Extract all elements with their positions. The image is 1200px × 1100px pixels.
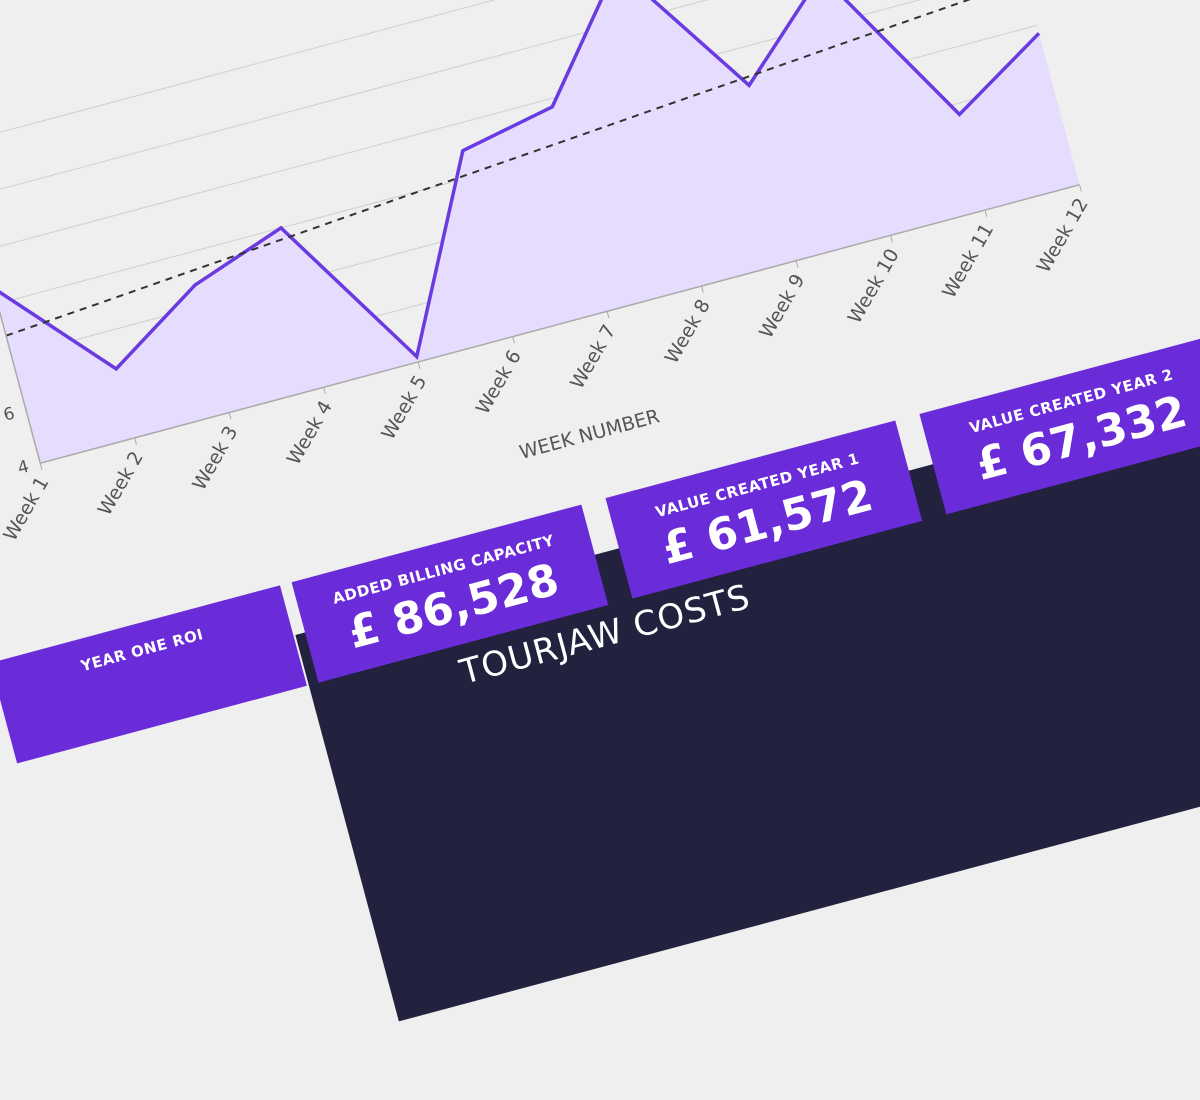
x-tick <box>134 437 137 445</box>
y-tick-label: 8 <box>0 350 3 372</box>
x-tick-label: Week 5 <box>377 372 431 444</box>
x-tick-label: Week 10 <box>844 245 904 327</box>
area <box>0 0 1080 464</box>
x-tick <box>984 209 988 217</box>
x-tick <box>890 235 893 243</box>
trend-line <box>5 0 1026 337</box>
x-tick <box>606 311 610 319</box>
x-tick-label: Week 9 <box>755 270 809 342</box>
page: {"chart_data": {"type": "line", "x_label… <box>0 0 1200 1022</box>
x-tick-label: Week 1 <box>0 473 53 545</box>
x-axis <box>40 183 1080 464</box>
x-tick-label: Week 6 <box>472 346 526 418</box>
x-tick-label: Week 11 <box>938 220 998 302</box>
y-axis <box>0 144 41 464</box>
x-tick <box>39 463 43 471</box>
x-axis-title: WEEK NUMBER <box>517 405 662 464</box>
grid-line <box>0 0 995 145</box>
y-tick-label: 4 <box>16 457 32 479</box>
x-tick-label: Week 4 <box>283 397 337 469</box>
x-tick <box>323 387 326 395</box>
y-tick-label: 6 <box>1 404 17 426</box>
x-tick <box>795 260 799 268</box>
x-tick <box>512 336 515 344</box>
x-tick <box>701 285 704 293</box>
series-line <box>0 0 1041 372</box>
x-tick-label: Week 2 <box>94 448 148 520</box>
x-tick <box>417 361 421 369</box>
grid-line <box>0 0 1009 199</box>
x-tick-label: Week 8 <box>661 296 715 368</box>
x-tick <box>228 412 232 420</box>
x-tick-label: Week 12 <box>1033 194 1093 276</box>
x-tick <box>1079 184 1082 192</box>
x-tick-label: Week 7 <box>566 321 620 393</box>
x-tick-label: Week 3 <box>188 422 242 494</box>
